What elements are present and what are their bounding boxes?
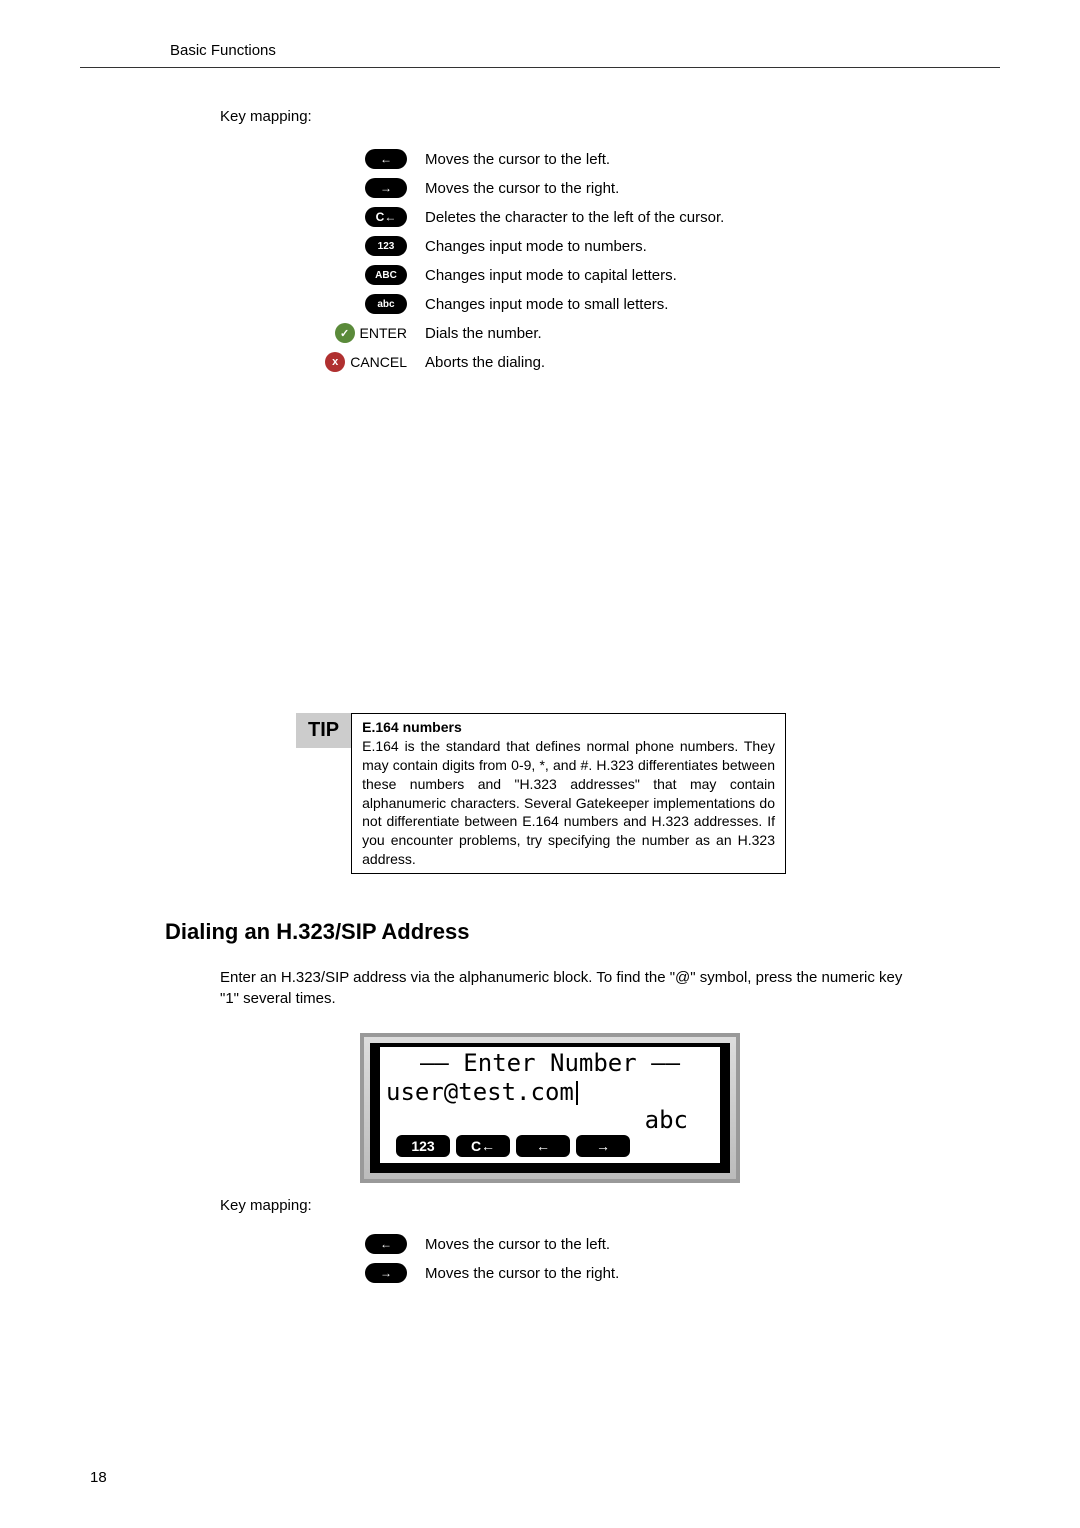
section-heading: Dialing an H.323/SIP Address — [165, 919, 990, 945]
cancel-button-icon: x CANCEL — [325, 352, 407, 372]
key-desc: Moves the cursor to the right. — [425, 178, 770, 199]
page-header: Basic Functions — [170, 42, 910, 59]
arrow-left-icon: ← — [365, 1234, 407, 1254]
cancel-label: CANCEL — [350, 354, 407, 370]
mode-123-icon: 123 — [365, 236, 407, 256]
x-icon: x — [325, 352, 345, 372]
lcd-btn-backspace-icon: C← — [456, 1135, 510, 1157]
key-desc: Changes input mode to capital letters. — [425, 265, 770, 286]
enter-button-icon: ✓ ENTER — [335, 323, 407, 343]
key-desc: Moves the cursor to the left. — [425, 1234, 770, 1255]
arrow-right-icon: → — [365, 178, 407, 198]
mode-abc-lower-icon: abc — [365, 294, 407, 314]
arrow-right-icon: → — [365, 1263, 407, 1283]
lcd-value: user@test.com — [386, 1078, 714, 1107]
lcd-figure: —— Enter Number —— user@test.com abc 123… — [360, 1033, 740, 1183]
key-desc: Deletes the character to the left of the… — [425, 207, 770, 228]
check-icon: ✓ — [335, 323, 355, 343]
tip-label: TIP — [296, 713, 351, 748]
lcd-mode: abc — [386, 1107, 714, 1133]
key-desc: Moves the cursor to the right. — [425, 1263, 770, 1284]
key-desc: Changes input mode to numbers. — [425, 236, 770, 257]
lcd-btn-left-icon: ← — [516, 1135, 570, 1157]
key-mapping-table-2: ← Moves the cursor to the left. → Moves … — [305, 1234, 990, 1284]
key-mapping-label: Key mapping: — [220, 108, 990, 125]
tip-content: E.164 numbers E.164 is the standard that… — [351, 713, 786, 874]
key-mapping-label-2: Key mapping: — [220, 1197, 990, 1214]
tip-body: E.164 is the standard that defines norma… — [362, 738, 775, 867]
lcd-btn-right-icon: → — [576, 1135, 630, 1157]
lcd-btn-123-icon: 123 — [396, 1135, 450, 1157]
page-number: 18 — [90, 1469, 107, 1486]
backspace-icon: C← — [365, 207, 407, 227]
key-desc: Changes input mode to small letters. — [425, 294, 770, 315]
tip-title: E.164 numbers — [362, 719, 462, 735]
tip-box: TIP E.164 numbers E.164 is the standard … — [296, 713, 786, 874]
mode-abc-upper-icon: ABC — [365, 265, 407, 285]
section-paragraph: Enter an H.323/SIP address via the alpha… — [220, 967, 920, 1009]
lcd-title: —— Enter Number —— — [386, 1049, 714, 1078]
enter-label: ENTER — [360, 325, 407, 341]
key-desc: Dials the number. — [425, 323, 770, 344]
key-mapping-table-1: ← Moves the cursor to the left. → Moves … — [305, 149, 990, 373]
key-desc: Moves the cursor to the left. — [425, 149, 770, 170]
key-desc: Aborts the dialing. — [425, 352, 770, 373]
arrow-left-icon: ← — [365, 149, 407, 169]
